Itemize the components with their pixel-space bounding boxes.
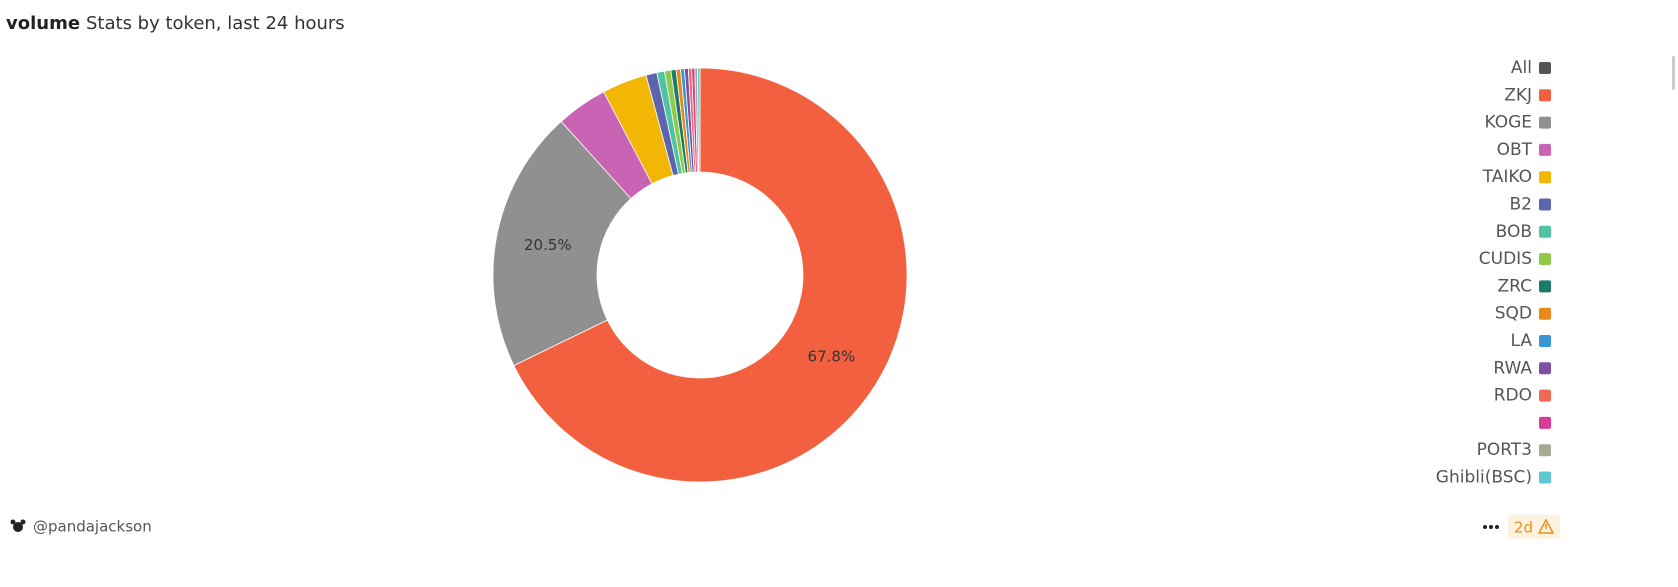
legend-item[interactable]: Ghibli(BSC)	[1436, 468, 1551, 488]
more-menu[interactable]	[1483, 525, 1499, 529]
legend-swatch	[1539, 143, 1551, 156]
legend-swatch	[1539, 116, 1551, 129]
legend-label: CUDIS	[1479, 249, 1532, 269]
legend-item[interactable]	[1539, 416, 1551, 429]
legend-item[interactable]: OBT	[1497, 140, 1551, 160]
legend-swatch	[1539, 89, 1551, 102]
legend-item[interactable]: B2	[1510, 195, 1551, 215]
legend-label: ZRC	[1498, 276, 1532, 296]
legend-label: PORT3	[1477, 440, 1532, 460]
legend-item[interactable]: BOB	[1496, 222, 1551, 242]
legend-item[interactable]: CUDIS	[1479, 249, 1551, 269]
legend-label: OBT	[1497, 140, 1533, 160]
slice	[696, 67, 701, 173]
author[interactable]: @pandajackson	[33, 518, 152, 536]
legend-label: KOGE	[1484, 113, 1532, 133]
legend-item[interactable]: All	[1511, 58, 1551, 78]
legend-item[interactable]: SQD	[1495, 304, 1551, 324]
legend-label: B2	[1510, 195, 1532, 215]
legend-swatch	[1539, 198, 1551, 211]
widget-title: volume	[6, 13, 80, 34]
legend-item[interactable]: ZKJ	[1504, 85, 1551, 105]
legend-swatch	[1539, 471, 1551, 484]
legend-item[interactable]: PORT3	[1477, 440, 1551, 460]
legend-swatch	[1539, 307, 1551, 320]
legend: All ZKJ KOGE OBT TAIKO B2 BOB CUDIS ZRC SQD LA RWA R…	[1436, 58, 1552, 488]
slice	[492, 120, 632, 367]
legend-label: RDO	[1494, 386, 1532, 406]
author-avatar	[10, 519, 26, 532]
legend-label: RWA	[1493, 358, 1532, 378]
age: 2d	[1514, 519, 1533, 537]
widget-subtitle: Stats by token, last 24 hours	[86, 13, 345, 34]
warning-icon	[1537, 518, 1555, 534]
legend-label: LA	[1511, 331, 1533, 351]
legend-swatch	[1539, 253, 1551, 266]
legend-swatch	[1539, 444, 1551, 457]
legend-label: TAIKO	[1482, 167, 1532, 187]
legend-item[interactable]: ZRC	[1498, 276, 1551, 296]
legend-swatch	[1539, 389, 1551, 402]
legend-swatch	[1539, 225, 1551, 238]
legend-swatch	[1539, 62, 1551, 74]
slice-label: 20.5%	[524, 236, 572, 254]
legend-swatch	[1539, 280, 1551, 293]
legend-swatch	[1539, 416, 1551, 429]
legend-label: Ghibli(BSC)	[1436, 468, 1532, 488]
legend-swatch	[1539, 362, 1551, 375]
scrollbar[interactable]	[1672, 56, 1675, 90]
donut-chart: 67.8% 20.5%	[492, 67, 908, 483]
legend-item[interactable]: LA	[1511, 331, 1552, 351]
slice-label: 67.8%	[808, 348, 856, 366]
legend-label: SQD	[1495, 304, 1532, 324]
legend-label: BOB	[1496, 222, 1532, 242]
legend-item[interactable]: RDO	[1494, 386, 1551, 406]
legend-swatch	[1539, 171, 1551, 184]
legend-label: ZKJ	[1504, 85, 1532, 105]
legend-label: All	[1511, 58, 1532, 78]
legend-item[interactable]: TAIKO	[1482, 167, 1551, 187]
legend-item[interactable]: KOGE	[1484, 113, 1551, 133]
legend-swatch	[1539, 335, 1551, 347]
legend-item[interactable]: RWA	[1493, 358, 1551, 378]
slice	[513, 67, 908, 483]
